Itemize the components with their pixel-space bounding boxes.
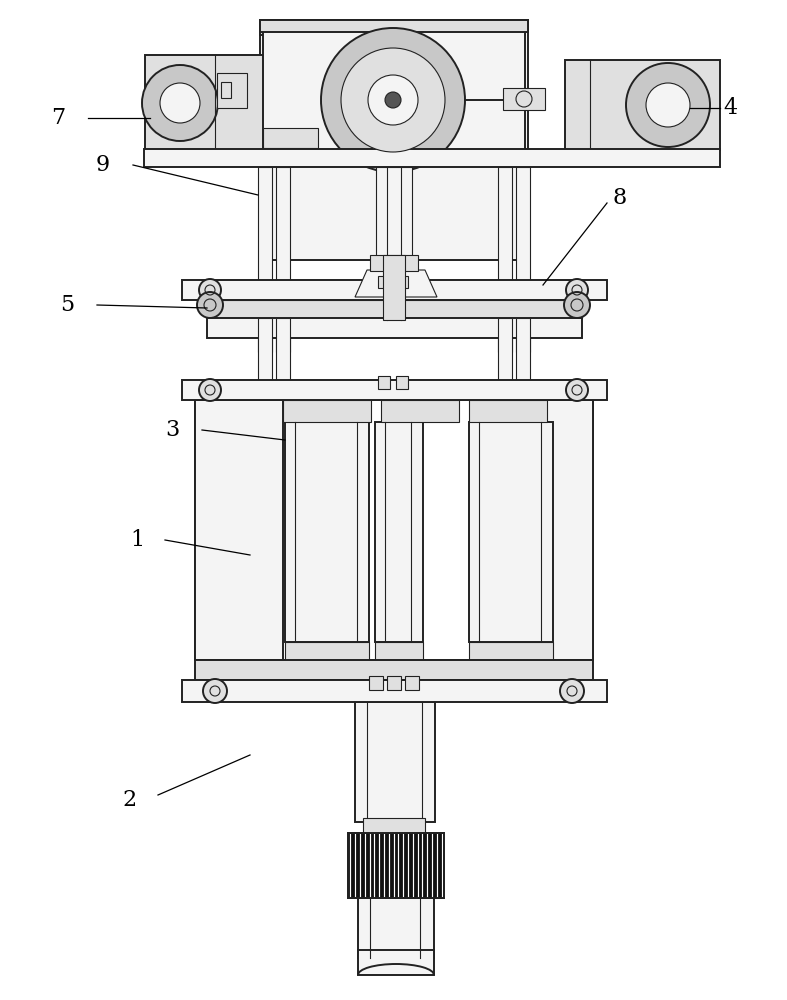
Bar (387, 676, 401, 690)
Bar (376, 167, 412, 320)
Bar (378, 276, 390, 288)
Circle shape (203, 679, 227, 703)
Bar (260, 20, 528, 32)
Text: 3: 3 (164, 419, 179, 441)
Bar (217, 73, 247, 108)
Bar (276, 167, 290, 352)
Text: 9: 9 (96, 154, 110, 176)
Text: 2: 2 (123, 789, 137, 811)
Bar (375, 642, 423, 660)
Bar (355, 702, 435, 822)
Circle shape (142, 65, 218, 141)
Bar (363, 818, 425, 833)
Circle shape (385, 92, 401, 108)
Circle shape (646, 83, 690, 127)
Text: 8: 8 (613, 187, 627, 209)
Bar (276, 318, 290, 380)
Bar (375, 422, 423, 642)
Bar (258, 318, 272, 380)
Bar (260, 20, 525, 35)
Bar (182, 280, 607, 300)
Bar (195, 400, 593, 660)
Bar (258, 167, 272, 352)
Bar (405, 676, 419, 690)
Circle shape (341, 48, 445, 152)
Circle shape (368, 75, 418, 125)
Bar (503, 88, 545, 110)
Bar (396, 376, 408, 389)
Text: 5: 5 (60, 294, 74, 316)
Circle shape (160, 83, 200, 123)
Bar (221, 82, 231, 98)
Bar (144, 149, 720, 167)
Text: 1: 1 (130, 529, 144, 551)
Bar (263, 20, 525, 150)
Circle shape (197, 292, 223, 318)
Circle shape (566, 279, 588, 301)
Bar (348, 833, 444, 898)
Bar (263, 128, 318, 148)
Bar (383, 255, 405, 320)
Bar (260, 20, 528, 260)
Circle shape (199, 379, 221, 401)
Bar (182, 680, 607, 702)
Text: 7: 7 (51, 107, 65, 129)
Bar (195, 400, 283, 660)
Circle shape (566, 379, 588, 401)
Circle shape (626, 63, 710, 147)
Bar (469, 400, 547, 422)
Bar (283, 400, 371, 422)
Bar (195, 660, 593, 680)
Circle shape (199, 279, 221, 301)
Bar (358, 898, 434, 958)
Bar (396, 276, 408, 288)
Bar (469, 422, 553, 642)
Bar (358, 950, 434, 975)
Bar (348, 833, 444, 898)
Bar (145, 55, 270, 150)
Bar (207, 300, 582, 318)
Bar (516, 167, 530, 352)
Bar (207, 318, 582, 338)
Bar (381, 400, 459, 422)
Bar (498, 318, 512, 380)
Text: 4: 4 (723, 97, 737, 119)
Bar (498, 167, 512, 352)
Circle shape (321, 28, 465, 172)
Circle shape (564, 292, 590, 318)
Bar (469, 642, 553, 660)
Bar (378, 376, 390, 389)
Bar (516, 318, 530, 380)
Bar (283, 400, 505, 660)
Polygon shape (355, 270, 437, 297)
Bar (505, 400, 593, 660)
Circle shape (560, 679, 584, 703)
Bar (285, 422, 369, 642)
Bar (369, 676, 383, 690)
Bar (565, 60, 720, 150)
Bar (182, 380, 607, 400)
Bar (285, 642, 369, 660)
Bar (370, 255, 418, 271)
